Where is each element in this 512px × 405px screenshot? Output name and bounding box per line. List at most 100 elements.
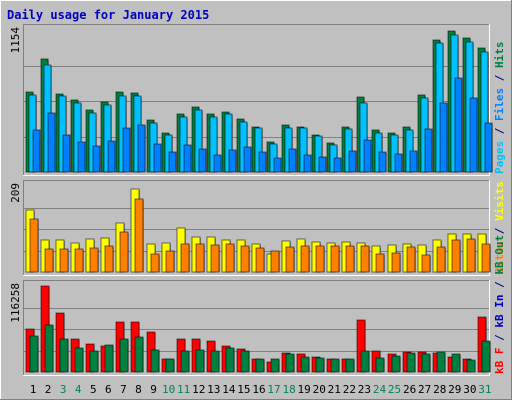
- bar-shadow: [326, 158, 327, 172]
- bar-shadow: [460, 241, 461, 272]
- bar-shadow: [98, 352, 99, 372]
- bar: [195, 349, 205, 373]
- bar: [210, 350, 220, 373]
- bar-shadow: [462, 79, 463, 172]
- bar: [165, 250, 175, 273]
- bar-shadow: [367, 104, 368, 172]
- series-sites: [29, 198, 491, 273]
- bar: [318, 156, 327, 173]
- bar: [288, 148, 297, 173]
- bar-shadow: [324, 247, 325, 272]
- bar: [436, 246, 446, 273]
- bar-shadow: [83, 349, 84, 372]
- bar: [481, 243, 491, 273]
- bar-shadow: [371, 141, 372, 172]
- bar-shadow: [217, 118, 218, 172]
- bar-shadow: [294, 355, 295, 372]
- bar-shadow: [143, 338, 144, 372]
- x-tick-label: 31: [478, 383, 491, 396]
- bar-shadow: [432, 130, 433, 172]
- bar: [62, 134, 71, 173]
- bar-shadow: [113, 247, 114, 272]
- bar: [375, 253, 385, 273]
- bar: [451, 239, 461, 273]
- bar: [92, 145, 101, 173]
- bar: [300, 356, 310, 373]
- bar: [258, 151, 267, 173]
- x-tick-label: 9: [150, 383, 157, 396]
- bar: [150, 253, 160, 273]
- bar: [424, 128, 433, 173]
- bar-shadow: [174, 360, 175, 372]
- bar-shadow: [369, 352, 370, 372]
- bar: [168, 151, 177, 173]
- bar: [104, 245, 114, 273]
- bar-shadow: [417, 152, 418, 172]
- bar-shadow: [400, 357, 401, 372]
- bar: [469, 97, 478, 173]
- bar-shadow: [53, 326, 54, 372]
- bar: [134, 336, 144, 373]
- x-tick-label: 7: [120, 383, 127, 396]
- bar-shadow: [430, 355, 431, 372]
- bar: [375, 357, 385, 373]
- bar-shadow: [143, 200, 144, 272]
- bar: [303, 154, 312, 173]
- panel-max-label: 209: [9, 183, 22, 203]
- panel-hits-files-pages: 1154 Pages / Files / Hits: [9, 24, 506, 176]
- panel-max-label: 116258: [9, 283, 22, 323]
- bar-shadow: [475, 361, 476, 372]
- bar: [270, 358, 280, 373]
- bar: [74, 347, 84, 373]
- chart-title: Daily usage for January 2015: [7, 8, 209, 22]
- x-tick-label: 12: [192, 383, 205, 396]
- legend-entry: /: [493, 275, 506, 295]
- bar-shadow: [262, 129, 263, 172]
- legend-entry: kB Out: [493, 235, 506, 275]
- bar: [44, 324, 54, 373]
- bar: [134, 198, 144, 273]
- bar: [315, 245, 325, 273]
- bar-shadow: [309, 358, 310, 372]
- bar: [104, 344, 114, 373]
- bar-shadow: [264, 360, 265, 372]
- x-tick-label: 20: [313, 383, 326, 396]
- panel-kb-in-out: 116258 kB F / kB In / kB Out: [9, 235, 506, 376]
- bar-shadow: [279, 360, 280, 372]
- bar-shadow: [445, 353, 446, 372]
- bar-shadow: [85, 143, 86, 172]
- bar-shadow: [354, 247, 355, 272]
- bar: [119, 338, 129, 373]
- bar-shadow: [475, 240, 476, 272]
- x-tick-label: 28: [433, 383, 446, 396]
- bar: [153, 143, 162, 173]
- bar-shadow: [191, 146, 192, 172]
- bar: [348, 150, 357, 173]
- panel-legend: Pages / Files / Hits: [493, 42, 506, 175]
- bar: [345, 358, 355, 373]
- bar-shadow: [309, 247, 310, 272]
- legend-entry: Visits: [493, 181, 506, 221]
- bar-shadow: [415, 354, 416, 372]
- bar: [74, 248, 84, 273]
- bar-shadow: [281, 159, 282, 172]
- x-tick-label: 19: [298, 383, 311, 396]
- bar-shadow: [100, 147, 101, 172]
- bar-shadow: [68, 340, 69, 372]
- bar-shadow: [128, 340, 129, 372]
- x-tick-label: 15: [237, 383, 250, 396]
- bar-shadow: [189, 245, 190, 272]
- panel-max-label: 1154: [9, 27, 22, 54]
- bar: [270, 250, 280, 273]
- x-tick-label: 21: [328, 383, 341, 396]
- bar-shadow: [145, 126, 146, 172]
- x-tick-label: 2: [45, 383, 52, 396]
- bar-shadow: [251, 148, 252, 172]
- bar: [436, 351, 446, 373]
- x-tick-label: 6: [105, 383, 112, 396]
- bar: [333, 157, 342, 173]
- bar-shadow: [55, 114, 56, 172]
- bar-shadow: [339, 247, 340, 272]
- bar: [255, 358, 265, 373]
